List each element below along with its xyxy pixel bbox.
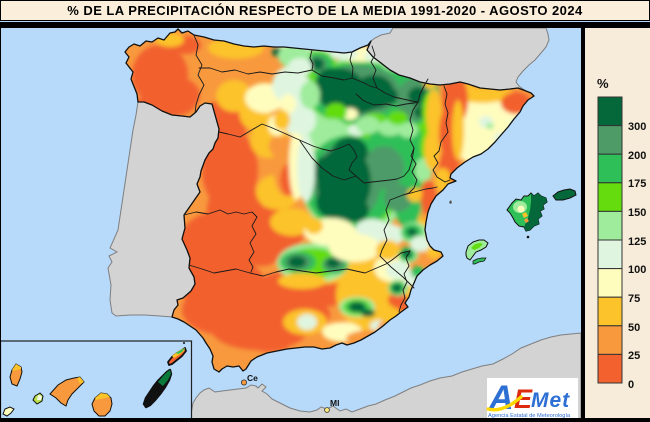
svg-text:Ce: Ce [247, 373, 258, 383]
svg-text:E: E [514, 384, 533, 414]
svg-text:50: 50 [628, 322, 640, 334]
svg-text:Met: Met [531, 389, 570, 412]
svg-text:200: 200 [628, 150, 646, 162]
svg-text:100: 100 [628, 264, 646, 276]
svg-text:75: 75 [628, 293, 640, 305]
svg-text:125: 125 [628, 236, 646, 248]
svg-text:300: 300 [628, 121, 646, 133]
svg-text:Agencia Estatal de Meteorologí: Agencia Estatal de Meteorología [488, 413, 571, 419]
svg-text:0: 0 [628, 379, 634, 391]
svg-text:%: % [597, 76, 609, 91]
svg-text:175: 175 [628, 178, 646, 190]
svg-text:25: 25 [628, 350, 640, 362]
svg-text:150: 150 [628, 207, 646, 219]
svg-text:Ml: Ml [330, 398, 339, 408]
